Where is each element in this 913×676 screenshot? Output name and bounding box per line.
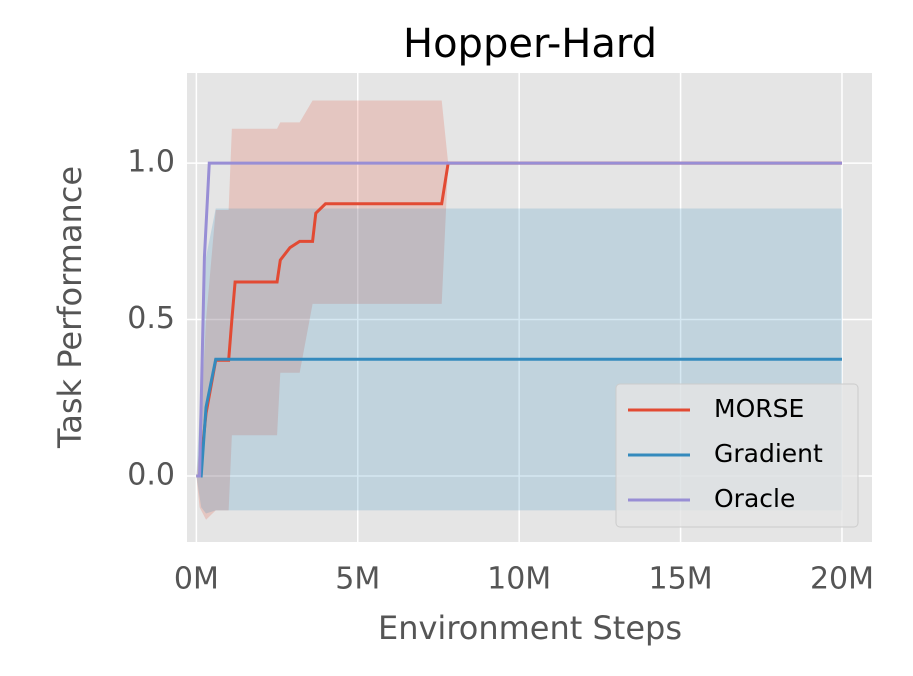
y-tick-label: 0.5: [127, 301, 175, 336]
x-tick-label: 20M: [810, 562, 874, 597]
y-tick-label: 0.0: [127, 457, 175, 492]
legend-label: MORSE: [714, 394, 804, 423]
legend-label: Gradient: [714, 439, 823, 468]
legend: MORSE Gradient Oracle: [615, 383, 859, 528]
chart-title: Hopper-Hard: [403, 21, 657, 67]
line: [196, 161, 842, 478]
legend-box: [615, 383, 859, 528]
x-axis-label: Environment Steps: [378, 609, 682, 647]
x-tick-label: 10M: [487, 562, 551, 597]
error-band: [196, 100, 842, 520]
x-tick-label: 0M: [174, 562, 219, 597]
y-tick-label: 1.0: [127, 145, 175, 180]
y-axis-label: Task Performance: [51, 166, 89, 449]
x-tick-label: 15M: [649, 562, 713, 597]
x-tick-label: 5M: [335, 562, 380, 597]
legend-label: Oracle: [714, 484, 795, 513]
